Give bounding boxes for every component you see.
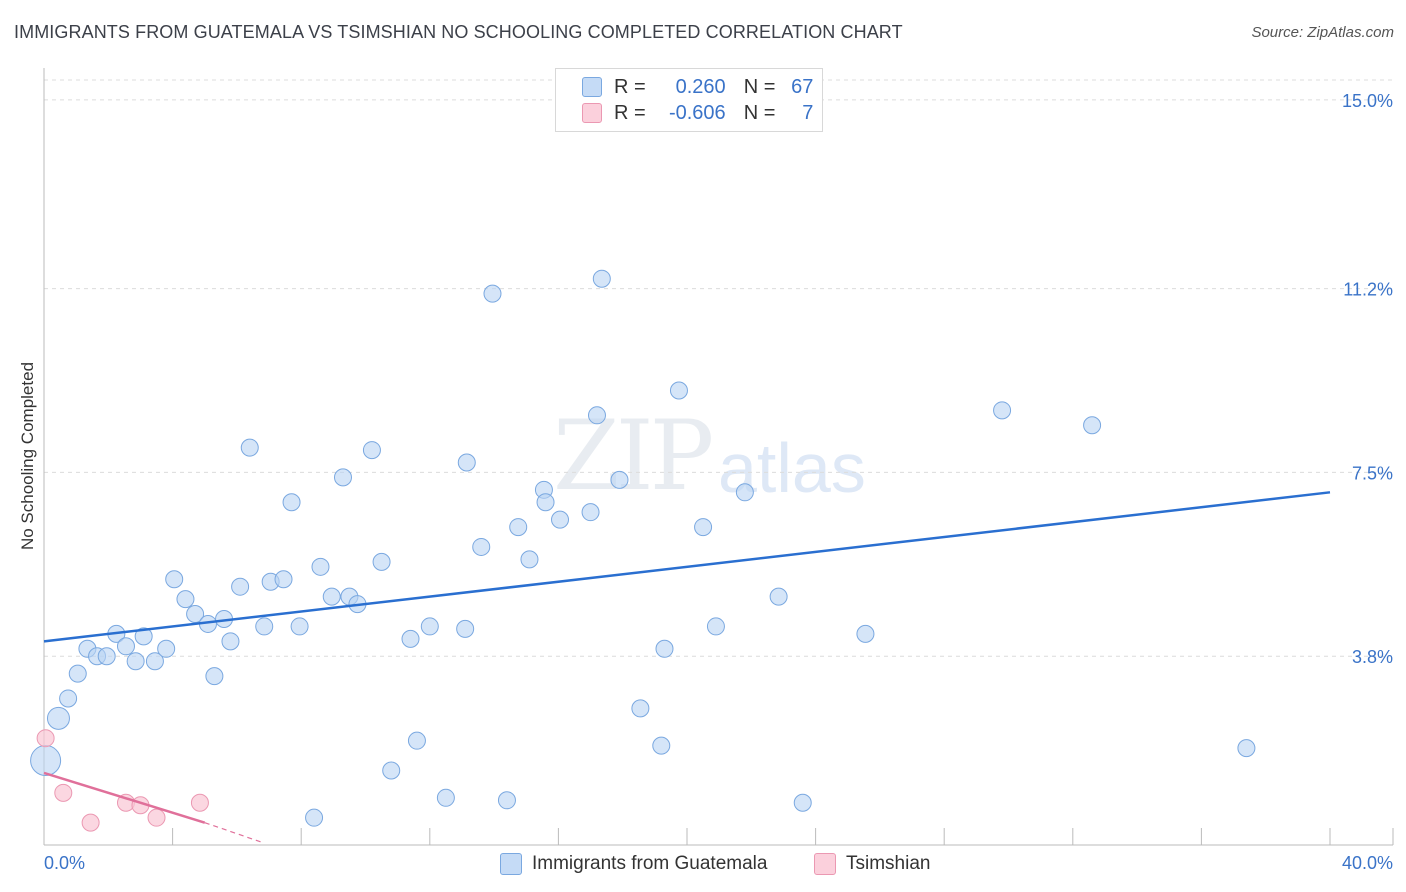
data-point-guatemala [382,761,401,780]
legend-series1-label: Immigrants from Guatemala [532,853,768,874]
data-point-guatemala [176,590,195,609]
data-point-guatemala [274,570,293,589]
data-point-guatemala [706,617,725,636]
chart-title: IMMIGRANTS FROM GUATEMALA VS TSIMSHIAN N… [14,22,903,42]
bottom-legend-tsimshian: Tsimshian [814,852,930,876]
data-point-guatemala [205,667,224,686]
data-point-guatemala [362,441,381,460]
data-point-guatemala [126,652,145,671]
data-point-guatemala [407,731,426,750]
legend-n-label: N = [743,75,776,98]
y-tick-label: 7.5% [1352,463,1393,483]
data-point-guatemala [856,624,875,643]
legend-row-guatemala: R = 0.260 N = 67 [582,75,813,99]
source-label: Source: ZipAtlas.com [1251,24,1394,41]
data-point-guatemala [1237,739,1256,758]
data-point-guatemala [993,401,1012,420]
data-point-guatemala [631,699,650,718]
data-point-guatemala [290,617,309,636]
correlation-legend: R = 0.260 N = 67 R = -0.606 N = 7 [555,68,823,132]
data-point-guatemala [30,745,62,777]
legend-swatch-pink [814,853,836,875]
legend-r-value: -0.606 [668,101,726,124]
legend-series2-label: Tsimshian [846,853,931,874]
data-point-tsimshian [190,793,209,812]
data-point-guatemala [536,493,555,512]
data-point-guatemala [46,706,70,730]
data-point-guatemala [587,406,606,425]
data-point-guatemala [655,639,674,658]
legend-n-value: 67 [791,75,814,98]
trendline-guatemala [43,491,1331,643]
data-point-guatemala [420,617,439,636]
trendline-tsimshian-extension [204,822,263,844]
data-point-guatemala [497,791,516,810]
data-point-guatemala [305,808,324,827]
data-point-tsimshian [81,813,100,832]
data-point-guatemala [134,627,153,646]
legend-swatch-pink [582,103,602,123]
data-point-guatemala [68,664,87,683]
legend-swatch-blue [582,77,602,97]
data-point-tsimshian [54,783,73,802]
data-point-guatemala [610,470,629,489]
data-point-guatemala [551,510,570,529]
data-point-guatemala [116,637,135,656]
data-point-guatemala [436,788,455,807]
bottom-legend-guatemala: Immigrants from Guatemala [500,852,767,876]
data-point-guatemala [231,577,250,596]
trendline-tsimshian [43,771,206,824]
data-point-guatemala [165,570,184,589]
data-point-guatemala [509,518,528,537]
y-tick-label: 15.0% [1342,91,1393,111]
legend-r-label: R = [614,101,646,124]
data-point-tsimshian [147,808,166,827]
data-point-guatemala [97,647,116,666]
data-point-guatemala [145,652,164,671]
y-tick-label: 11.2% [1343,280,1393,300]
data-point-guatemala [483,284,502,303]
legend-n-label: N = [743,101,776,124]
data-point-guatemala [333,468,352,487]
x-tick-label: 40.0% [1342,853,1393,873]
legend-r-value: 0.260 [675,75,726,98]
data-point-guatemala [282,493,301,512]
legend-swatch-blue [500,853,522,875]
data-point-guatemala [322,587,341,606]
data-point-guatemala [694,518,713,537]
data-point-tsimshian [36,729,55,748]
data-point-guatemala [735,483,754,502]
legend-row-tsimshian: R = -0.606 N = 7 [582,101,813,125]
data-point-guatemala [311,557,330,576]
data-point-guatemala [581,503,600,522]
data-point-guatemala [372,552,391,571]
data-point-guatemala [592,269,611,288]
data-point-guatemala [240,438,259,457]
data-point-guatemala [793,793,812,812]
data-point-guatemala [401,629,420,648]
data-point-guatemala [1083,416,1102,435]
data-point-guatemala [457,453,476,472]
x-tick-label: 0.0% [44,853,85,873]
data-point-guatemala [769,587,788,606]
data-point-guatemala [669,381,688,400]
y-tick-label: 3.8% [1352,647,1393,667]
data-point-guatemala [520,550,539,569]
data-point-guatemala [157,639,176,658]
data-point-guatemala [255,617,274,636]
data-point-guatemala [59,689,78,708]
data-point-guatemala [186,605,205,624]
legend-r-label: R = [614,75,646,98]
data-point-guatemala [652,736,671,755]
legend-n-value: 7 [802,101,814,124]
data-point-guatemala [221,632,240,651]
data-point-guatemala [456,619,475,638]
data-point-guatemala [472,537,491,556]
